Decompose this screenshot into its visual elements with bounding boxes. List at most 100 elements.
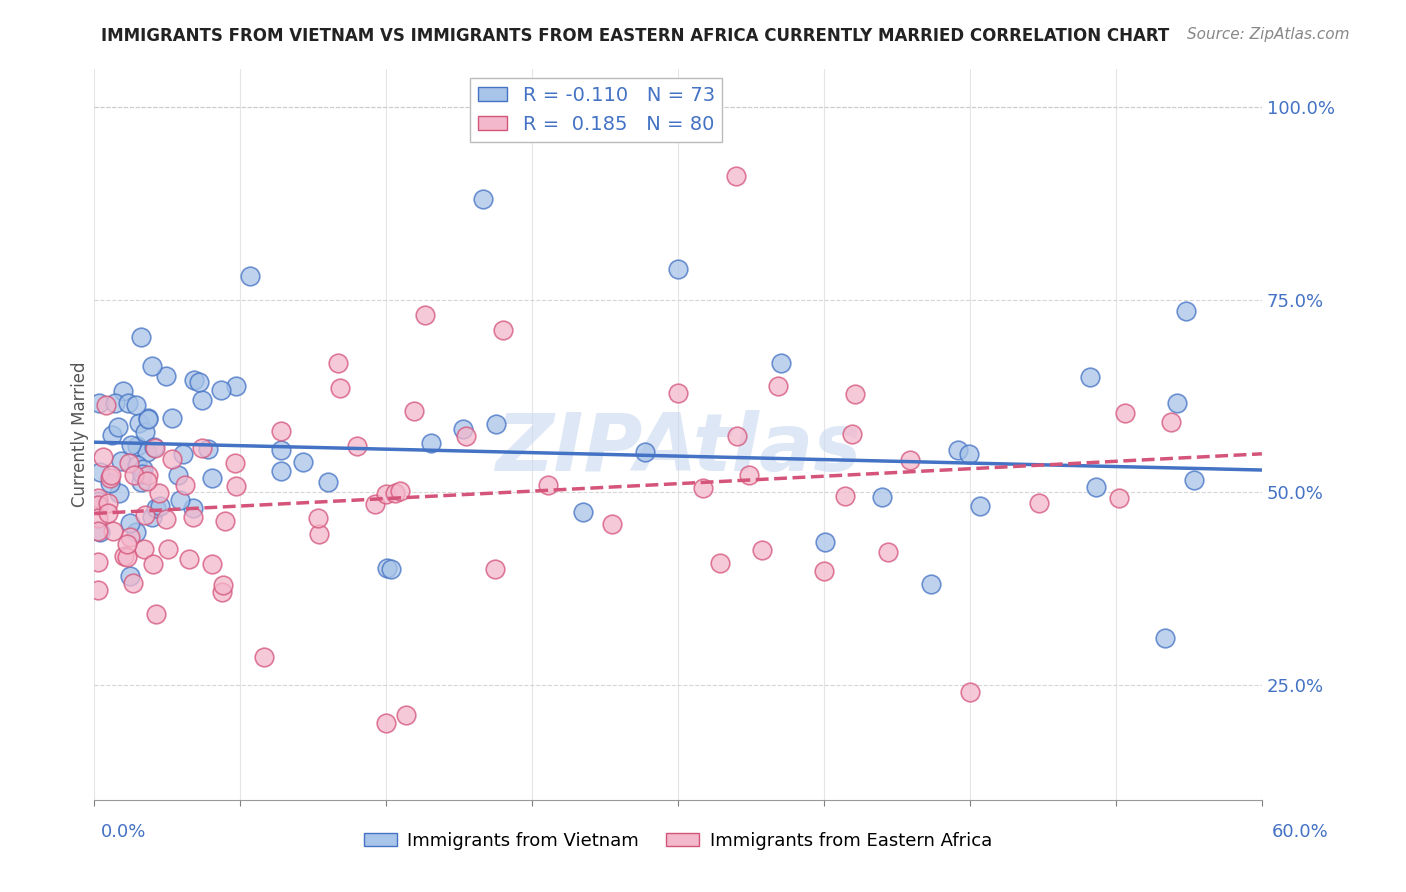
Point bbox=[162, 411, 184, 425]
Point bbox=[1108, 491, 1130, 505]
Point bbox=[1078, 369, 1101, 384]
Point bbox=[1028, 496, 1050, 510]
Point bbox=[157, 542, 180, 557]
Point bbox=[870, 490, 893, 504]
Point bbox=[136, 468, 159, 483]
Point bbox=[135, 444, 157, 458]
Point bbox=[253, 650, 276, 665]
Point bbox=[375, 561, 398, 575]
Point bbox=[120, 530, 142, 544]
Point bbox=[692, 481, 714, 495]
Point bbox=[87, 491, 110, 505]
Point bbox=[112, 384, 135, 399]
Point bbox=[537, 477, 560, 491]
Point bbox=[145, 501, 167, 516]
Point bbox=[419, 436, 441, 450]
Point bbox=[125, 458, 148, 472]
Point bbox=[270, 424, 292, 438]
Point bbox=[97, 506, 120, 520]
Point bbox=[959, 685, 981, 699]
Point bbox=[1182, 473, 1205, 487]
Point bbox=[166, 467, 188, 482]
Point bbox=[134, 508, 156, 523]
Point bbox=[115, 537, 138, 551]
Point bbox=[87, 524, 110, 538]
Point bbox=[329, 381, 352, 395]
Point bbox=[117, 396, 139, 410]
Point bbox=[877, 545, 900, 559]
Text: Source: ZipAtlas.com: Source: ZipAtlas.com bbox=[1187, 27, 1350, 42]
Point bbox=[307, 510, 329, 524]
Point bbox=[898, 453, 921, 467]
Point bbox=[128, 416, 150, 430]
Point bbox=[834, 490, 856, 504]
Point bbox=[201, 471, 224, 485]
Point bbox=[813, 564, 835, 578]
Point bbox=[103, 396, 125, 410]
Text: 0.0%: 0.0% bbox=[101, 822, 146, 840]
Point bbox=[169, 493, 191, 508]
Point bbox=[472, 193, 495, 207]
Point bbox=[141, 359, 163, 373]
Text: ZIPAtlas: ZIPAtlas bbox=[495, 410, 860, 488]
Point bbox=[124, 524, 146, 539]
Point bbox=[725, 429, 748, 443]
Point bbox=[946, 442, 969, 457]
Point bbox=[183, 373, 205, 387]
Point bbox=[118, 516, 141, 531]
Point bbox=[1114, 406, 1136, 420]
Point bbox=[364, 497, 387, 511]
Point bbox=[484, 562, 506, 576]
Point bbox=[413, 308, 436, 322]
Point bbox=[1160, 415, 1182, 429]
Point bbox=[375, 487, 398, 501]
Point bbox=[118, 456, 141, 470]
Point bbox=[110, 454, 132, 468]
Point bbox=[162, 451, 184, 466]
Point bbox=[239, 269, 262, 284]
Point bbox=[572, 504, 595, 518]
Point bbox=[316, 475, 339, 489]
Point bbox=[224, 456, 246, 470]
Point bbox=[125, 398, 148, 412]
Point bbox=[181, 500, 204, 515]
Point bbox=[225, 479, 247, 493]
Point bbox=[181, 509, 204, 524]
Point bbox=[143, 440, 166, 454]
Point bbox=[291, 455, 314, 469]
Point bbox=[270, 464, 292, 478]
Point bbox=[129, 330, 152, 344]
Text: IMMIGRANTS FROM VIETNAM VS IMMIGRANTS FROM EASTERN AFRICA CURRENTLY MARRIED CORR: IMMIGRANTS FROM VIETNAM VS IMMIGRANTS FR… bbox=[101, 27, 1170, 45]
Point bbox=[1085, 480, 1108, 494]
Point bbox=[97, 496, 120, 510]
Point bbox=[145, 607, 167, 622]
Point bbox=[1166, 395, 1188, 409]
Point bbox=[394, 708, 416, 723]
Point bbox=[709, 556, 731, 570]
Point bbox=[201, 557, 224, 571]
Point bbox=[141, 510, 163, 524]
Point bbox=[155, 368, 177, 383]
Point bbox=[453, 422, 475, 436]
Point bbox=[211, 578, 233, 592]
Point bbox=[191, 392, 214, 407]
Point bbox=[91, 450, 114, 464]
Legend: R = -0.110   N = 73, R =  0.185   N = 80: R = -0.110 N = 73, R = 0.185 N = 80 bbox=[470, 78, 723, 142]
Point bbox=[87, 555, 110, 569]
Point bbox=[122, 468, 145, 483]
Point bbox=[770, 355, 793, 369]
Point bbox=[1174, 303, 1197, 318]
Point bbox=[101, 524, 124, 538]
Point bbox=[346, 439, 368, 453]
Point bbox=[844, 387, 866, 401]
Point bbox=[108, 486, 131, 500]
Point bbox=[328, 356, 350, 370]
Point bbox=[136, 410, 159, 425]
Point bbox=[143, 441, 166, 455]
Point bbox=[121, 576, 143, 591]
Point bbox=[602, 517, 624, 532]
Point bbox=[969, 499, 991, 513]
Point bbox=[225, 379, 247, 393]
Point bbox=[380, 562, 402, 576]
Point bbox=[96, 397, 118, 411]
